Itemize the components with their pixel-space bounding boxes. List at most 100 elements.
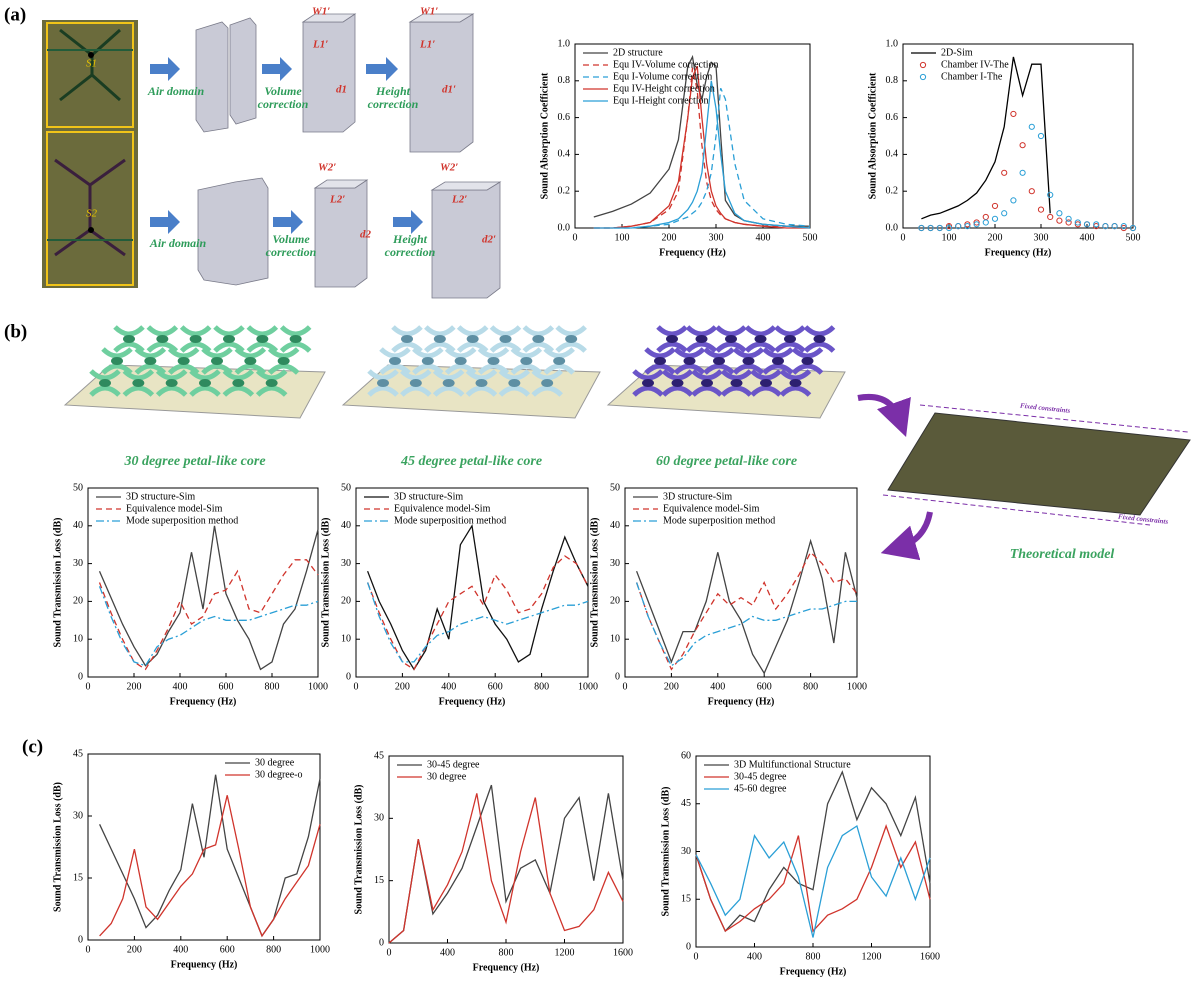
y-tick-label: 30 [73,810,83,821]
petal-node [755,335,767,343]
petal-node [772,357,784,365]
figure: (a) (b) (c) S1 S2 Air domainVolumecorrec… [0,0,1197,981]
y-tick-label: 45 [374,750,384,761]
x-tick-label: 1000 [308,681,328,692]
plot-frame [88,754,320,940]
dimension-label: d2 [360,229,372,241]
petal-node [784,335,796,343]
petal-node [713,357,725,365]
dimension-label: W1′ [312,6,330,18]
legend-label: 45-60 degree [734,783,787,794]
y-axis-label: Sound Absorption Coefficient [539,72,550,199]
marker [1057,218,1062,223]
y-tick-label: 60 [681,750,691,761]
marker [1029,124,1034,129]
marker [1038,133,1043,138]
y-tick-label: 40 [610,520,620,531]
x-tick-label: 400 [440,947,455,958]
petal-node [814,335,826,343]
dimension-label: L2′ [451,194,467,206]
petal-node [199,379,211,387]
legend-label: 2D-Sim [941,47,973,58]
legend-label: 30 degree [427,771,467,782]
x-axis-label: Frequency (Hz) [473,962,540,973]
x-tick-label: 600 [757,681,772,692]
petal-node [232,379,244,387]
dimension-label: d1′ [442,84,456,96]
chart: 0200400600800100001020304050Frequency (H… [589,482,867,707]
petal-node [790,379,802,387]
petal-node [508,379,520,387]
step-label: correction [258,97,309,111]
y-tick-label: 1.0 [558,38,571,49]
petal-node [410,379,422,387]
step-label: correction [385,245,436,259]
x-tick-label: 800 [806,951,821,962]
step-label: Height [392,232,428,246]
series-line [594,88,810,228]
y-tick-label: 0 [78,671,83,682]
plot-frame [903,44,1133,228]
marker [1029,189,1034,194]
dimension-label: L1′ [419,39,435,51]
marker [1048,192,1053,197]
petal-node [684,357,696,365]
x-axis-label: Frequency (Hz) [171,959,238,970]
y-tick-label: 20 [610,596,620,607]
dimension-label: L2′ [329,194,345,206]
petal-node [123,335,135,343]
x-tick-label: 200 [395,681,410,692]
step-label: Volume [264,84,302,98]
y-tick-label: 30 [374,813,384,824]
petal-node [190,335,202,343]
dimension-label: L1′ [312,39,328,51]
legend-label: Equ I-Volume correction [613,71,712,82]
x-tick-label: 400 [756,232,771,243]
y-axis-label: Sound Absorption Coefficient [867,72,878,199]
x-tick-label: 400 [173,944,188,955]
chart: 01002003004005000.00.20.40.60.81.0Freque… [867,38,1140,258]
petal-node [520,357,532,365]
y-tick-label: 50 [610,482,620,493]
legend-label: 3D structure-Sim [394,491,463,502]
legend-label: Equivalence model-Sim [394,503,491,514]
step-label: correction [368,97,419,111]
core-caption: 30 degree petal-like core [123,454,265,469]
step-label: Volume [272,232,310,246]
petal-node [541,379,553,387]
y-tick-label: 0.6 [886,112,899,123]
x-tick-label: 200 [127,944,142,955]
petal-node [278,357,290,365]
legend-label: Chamber IV-The [941,59,1009,70]
petal-node [696,335,708,343]
y-tick-label: 0.2 [886,185,899,196]
y-tick-label: 1.0 [886,38,899,49]
y-tick-label: 30 [610,558,620,569]
y-tick-label: 20 [73,596,83,607]
x-tick-label: 200 [988,232,1003,243]
y-axis-label: Sound Transmission Loss (dB) [52,782,63,912]
y-tick-label: 0 [379,937,384,948]
petal-node [389,357,401,365]
panel-label: (c) [22,736,43,757]
marker [1020,170,1025,175]
petal-node [467,335,479,343]
x-tick-label: 1200 [862,951,882,962]
legend-marker [920,62,925,67]
y-tick-label: 0 [615,671,620,682]
panel-label: (b) [4,321,27,342]
x-axis-label: Frequency (Hz) [985,247,1052,258]
dimension-label: d2′ [482,234,496,246]
petal-node [488,357,500,365]
x-tick-label: 600 [219,681,234,692]
petal-node [132,379,144,387]
x-tick-label: 800 [266,944,281,955]
x-tick-label: 800 [499,947,514,958]
y-tick-label: 0 [78,934,83,945]
series-line [389,793,623,943]
x-tick-label: 1000 [847,681,867,692]
dimension-label: W2′ [440,162,458,174]
petal-node [760,379,772,387]
legend-label: 30-45 degree [427,759,480,770]
